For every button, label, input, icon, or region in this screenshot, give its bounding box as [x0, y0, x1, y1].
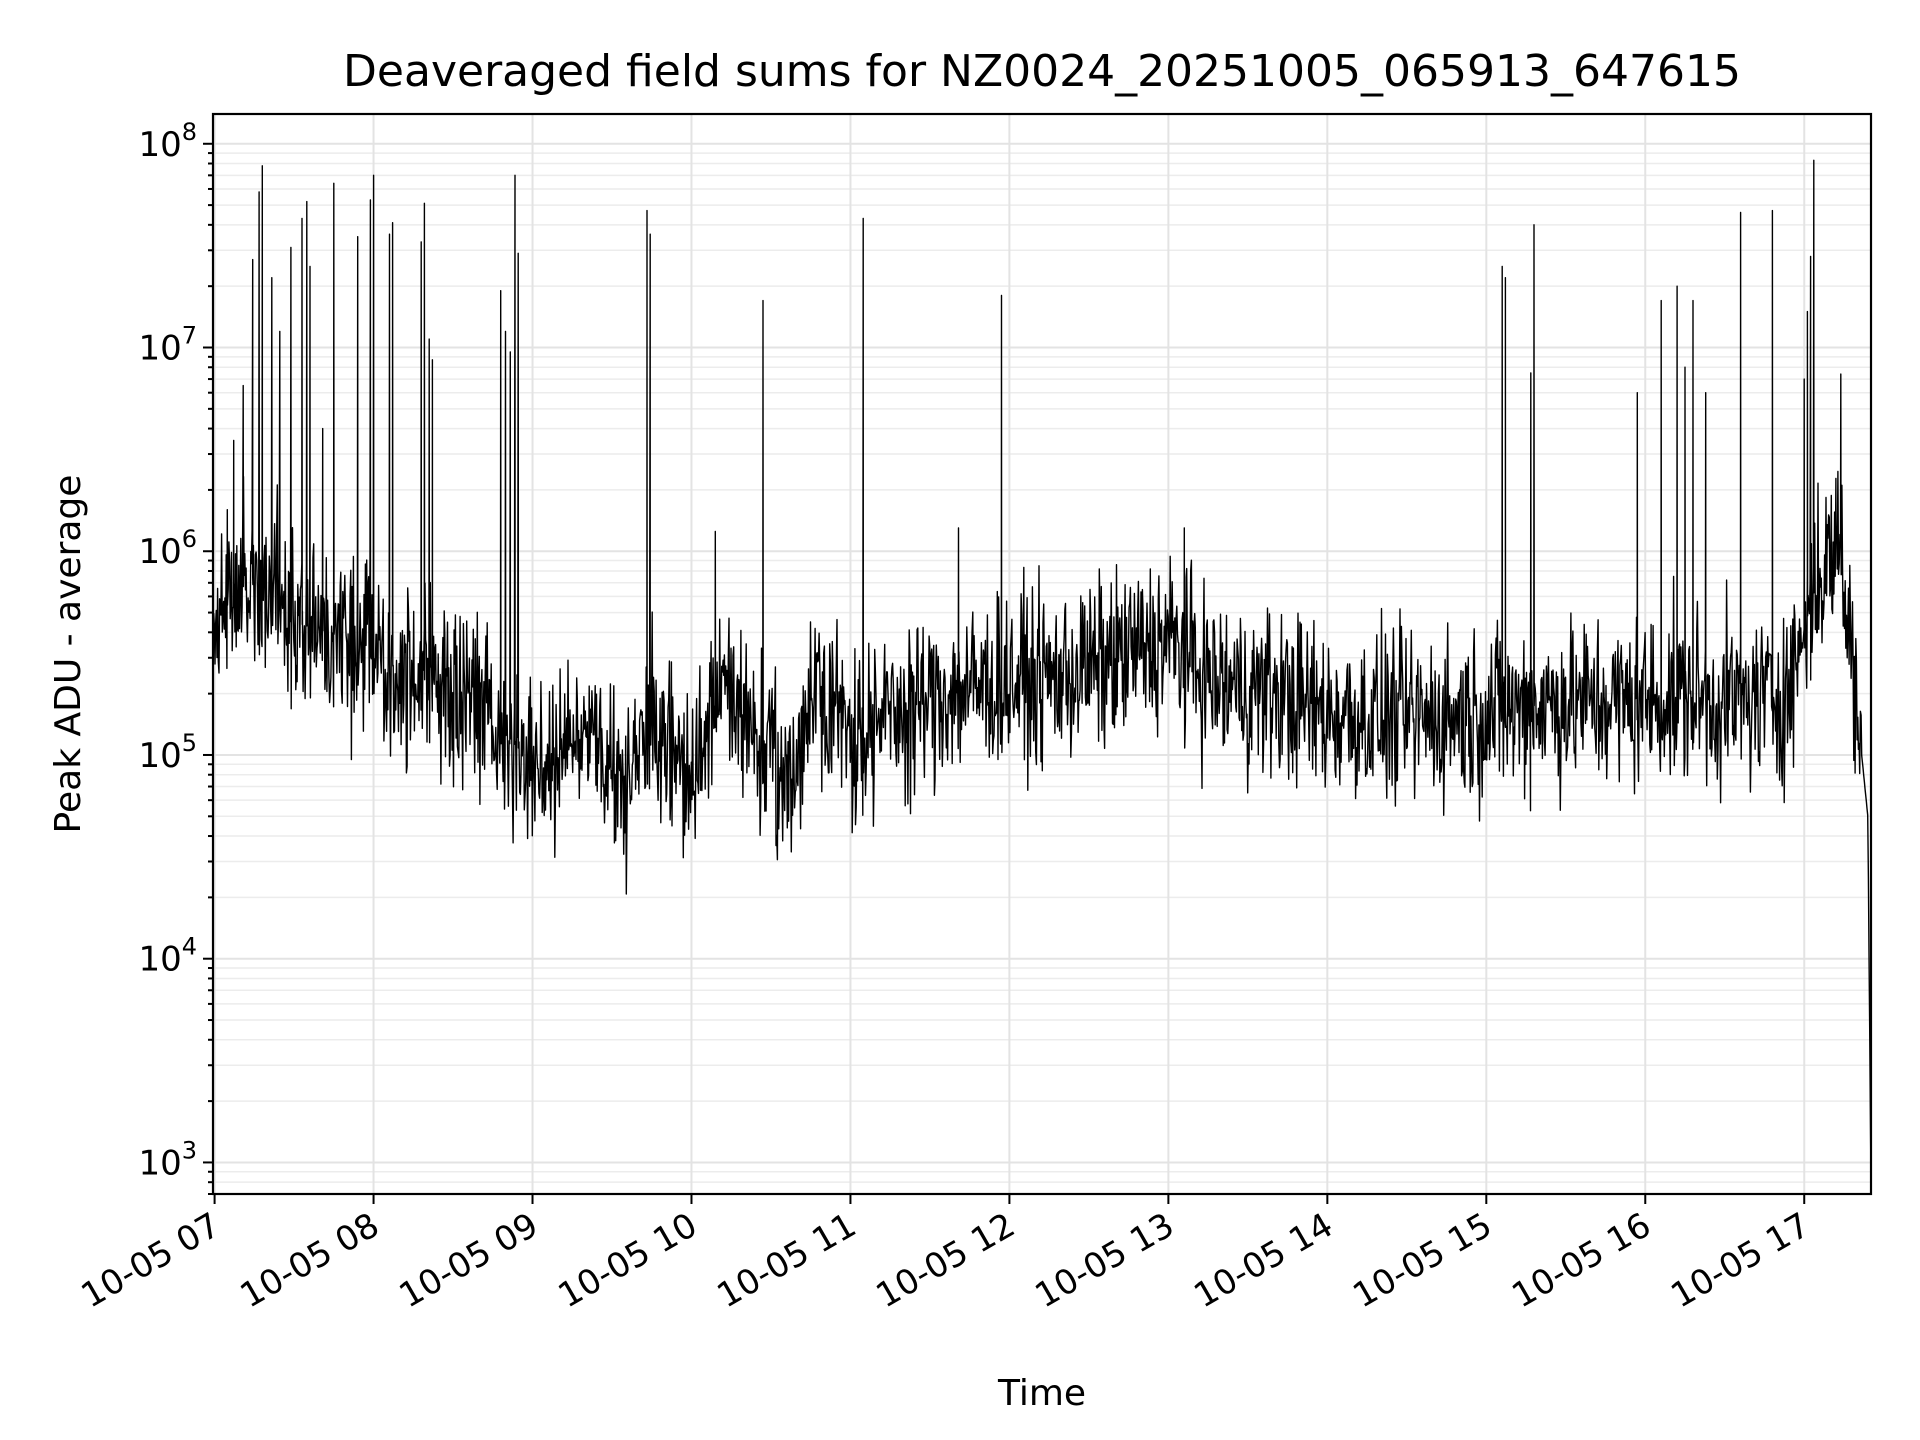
y-tick-label: 106 [138, 525, 197, 572]
series-line [212, 159, 1872, 1183]
y-tick-label: 104 [138, 933, 197, 980]
x-tick-label: 10-05 14 [1187, 1205, 1339, 1316]
x-tick-label: 10-05 17 [1664, 1205, 1816, 1316]
x-tick-label: 10-05 13 [1028, 1205, 1180, 1316]
plot-frame [211, 112, 1873, 1196]
chart-title: Deaveraged field sums for NZ0024_2025100… [343, 46, 1741, 97]
x-tick-label: 10-05 09 [393, 1205, 545, 1316]
x-tick-label: 10-05 10 [552, 1205, 704, 1316]
y-axis-label: Peak ADU - average [48, 475, 89, 834]
x-tick-label: 10-05 12 [870, 1205, 1022, 1316]
x-tick-label: 10-05 08 [234, 1205, 386, 1316]
y-tick-label: 107 [138, 322, 197, 369]
x-tick-label: 10-05 16 [1505, 1205, 1657, 1316]
grid-layer [213, 114, 1871, 1195]
y-tick-label: 108 [138, 118, 197, 165]
y-tick-label: 103 [138, 1136, 197, 1183]
x-tick-label: 10-05 11 [711, 1205, 863, 1316]
x-axis-label: Time [997, 1373, 1086, 1414]
x-tick-label: 10-05 15 [1346, 1205, 1498, 1316]
y-tick-label: 105 [138, 729, 197, 776]
x-tick-label: 10-05 07 [75, 1205, 227, 1316]
